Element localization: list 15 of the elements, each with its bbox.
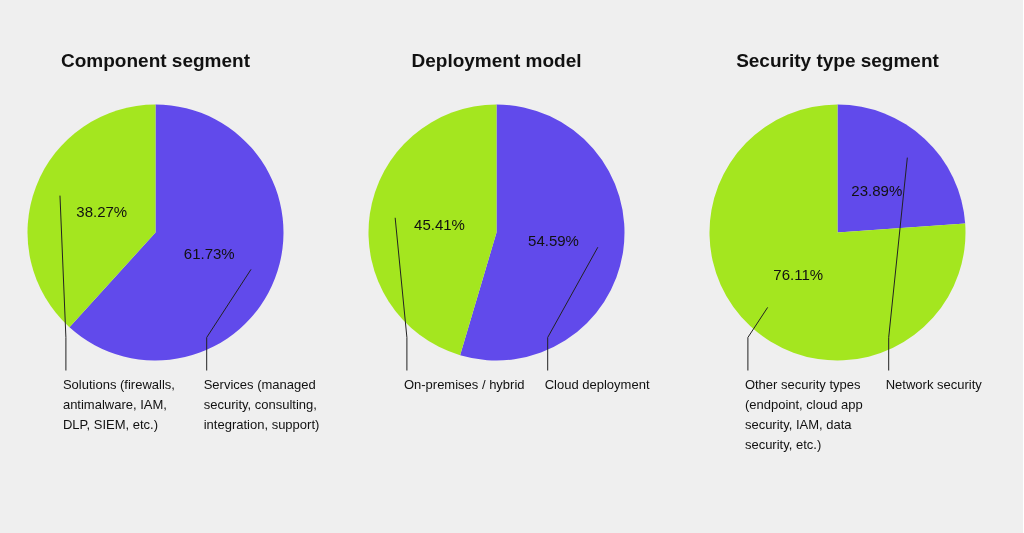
data-label: 61.73% bbox=[183, 244, 235, 262]
data-label: 38.27% bbox=[76, 203, 128, 221]
slice-label: Solutions (firewalls, antimalware, IAM, DLP, SIEM, etc.) bbox=[62, 376, 175, 432]
slice-label: On-premises / hybrid bbox=[403, 376, 525, 392]
slice-label: Services (managed security, consulting, integration, support) bbox=[203, 376, 320, 432]
data-label: 76.11% bbox=[773, 266, 824, 284]
data-label: 54.59% bbox=[528, 232, 579, 250]
slice-label: Network security bbox=[885, 376, 983, 392]
data-label: 23.89% bbox=[851, 181, 903, 199]
chart-title: Component segment bbox=[61, 50, 251, 71]
chart-title: Security type segment bbox=[736, 50, 940, 71]
data-label: 45.41% bbox=[414, 215, 465, 233]
chart-title: Deployment model bbox=[411, 50, 582, 71]
slice-label: Other security types (endpoint, cloud app security, IAM, data security, etc.) bbox=[744, 376, 863, 453]
slice-label: Cloud deployment bbox=[544, 376, 650, 392]
